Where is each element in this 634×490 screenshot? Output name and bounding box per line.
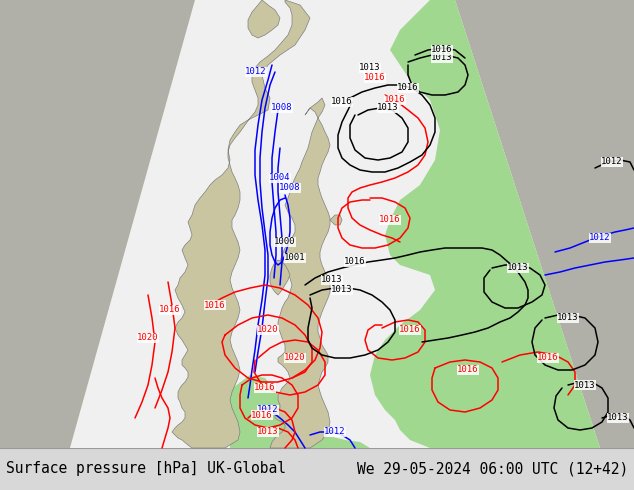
Text: 1016: 1016 [399, 325, 421, 335]
Polygon shape [370, 0, 600, 448]
Polygon shape [248, 0, 280, 38]
Text: 1016: 1016 [251, 411, 273, 419]
Text: 1013: 1013 [377, 103, 399, 113]
Text: 1016: 1016 [457, 366, 479, 374]
Text: 1000: 1000 [275, 238, 295, 246]
Text: 1013: 1013 [321, 275, 343, 285]
Text: 1001: 1001 [284, 253, 306, 263]
Text: 1020: 1020 [284, 353, 306, 363]
Text: 1016: 1016 [159, 305, 181, 315]
Text: 1013: 1013 [557, 314, 579, 322]
Polygon shape [270, 98, 330, 448]
Text: 1013: 1013 [507, 264, 529, 272]
Text: 1020: 1020 [257, 325, 279, 335]
Text: 1013: 1013 [574, 381, 596, 390]
Text: 1012: 1012 [324, 427, 346, 437]
Polygon shape [270, 260, 290, 295]
Text: 1016: 1016 [379, 216, 401, 224]
Text: 1016: 1016 [537, 353, 559, 363]
Text: 1016: 1016 [344, 258, 366, 267]
Text: 1013: 1013 [331, 286, 353, 294]
Bar [0, 448, 634, 490]
Text: 1012: 1012 [245, 68, 267, 76]
Text: We 29-05-2024 06:00 UTC (12+42): We 29-05-2024 06:00 UTC (12+42) [357, 462, 628, 476]
Text: Surface pressure [hPa] UK-Global: Surface pressure [hPa] UK-Global [6, 462, 286, 476]
Text: 1013: 1013 [431, 53, 453, 63]
Text: 1012: 1012 [601, 157, 623, 167]
Text: 1008: 1008 [279, 183, 301, 193]
Text: 1016: 1016 [384, 96, 406, 104]
Polygon shape [172, 0, 310, 448]
Polygon shape [330, 215, 342, 225]
Polygon shape [70, 0, 600, 448]
Text: 1016: 1016 [204, 300, 226, 310]
Text: 1013: 1013 [359, 64, 381, 73]
Text: 1016: 1016 [331, 98, 353, 106]
Text: 1020: 1020 [137, 334, 158, 343]
Text: 1016: 1016 [398, 83, 418, 93]
Text: 1016: 1016 [365, 74, 385, 82]
Text: 1008: 1008 [271, 103, 293, 113]
Text: 1013: 1013 [257, 427, 279, 437]
Polygon shape [0, 0, 195, 448]
Polygon shape [455, 0, 634, 448]
Text: 1012: 1012 [257, 406, 279, 415]
Text: 1012: 1012 [589, 234, 611, 243]
Text: 1016: 1016 [254, 384, 276, 392]
Text: 1004: 1004 [269, 173, 291, 182]
Polygon shape [230, 375, 370, 448]
Text: 1016: 1016 [431, 46, 453, 54]
Text: 1013: 1013 [607, 414, 629, 422]
